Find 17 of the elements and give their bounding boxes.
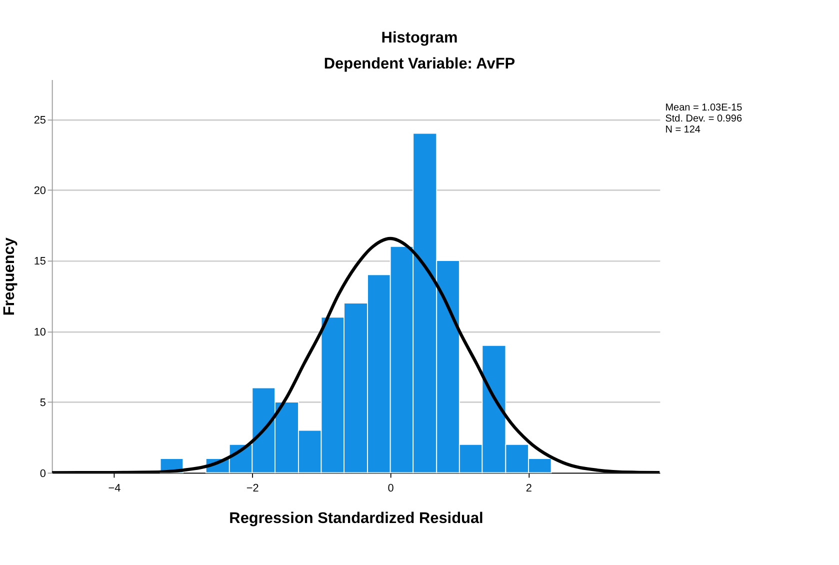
y-tick-label: 15 bbox=[34, 256, 46, 268]
text: Mean = 1.03E-15 bbox=[665, 102, 743, 114]
chart-subtitle: Dependent Variable: AvFP bbox=[324, 56, 516, 73]
y-axis-title: Frequency bbox=[0, 237, 18, 316]
y-tick-label: 10 bbox=[34, 326, 46, 338]
x-tick-label: −4 bbox=[108, 482, 121, 494]
text: Std. Dev. = 0.996 bbox=[665, 113, 742, 124]
x-tick-label: −2 bbox=[246, 482, 259, 494]
x-axis-title: Regression Standardized Residual bbox=[229, 510, 484, 528]
y-tick-label: 25 bbox=[34, 114, 46, 126]
y-tick-label: 0 bbox=[40, 468, 46, 480]
x-tick-label: 2 bbox=[526, 482, 532, 494]
y-tick-label: 5 bbox=[40, 397, 46, 410]
text: N = 124 bbox=[665, 124, 701, 136]
chart-title: Histogram bbox=[381, 29, 458, 46]
x-tick-label: 0 bbox=[388, 482, 394, 494]
y-tick-label: 20 bbox=[34, 184, 46, 197]
